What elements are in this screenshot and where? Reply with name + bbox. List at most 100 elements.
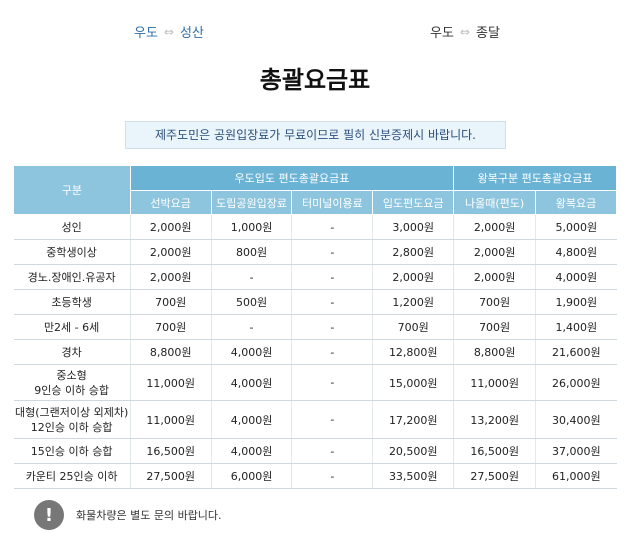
fare-table: 구분 우도입도 편도총괄요금표 왕복구분 편도총괄요금표 선박요금 도립공원입장료… xyxy=(13,165,617,489)
row-label: 초등학생 xyxy=(13,289,131,315)
row-label-line: 중소형 xyxy=(56,368,87,382)
row-label-line: 12인승 이하 승합 xyxy=(30,420,113,434)
fare-cell: 2,000원 xyxy=(130,264,212,290)
fare-cell: 700원 xyxy=(453,314,537,340)
column-header: 도립공원입장료 xyxy=(210,190,293,215)
fare-cell: 4,000원 xyxy=(211,339,293,365)
route-destination: 종달 xyxy=(475,26,500,41)
column-header: 입도편도요금 xyxy=(372,190,455,215)
fare-cell: 2,000원 xyxy=(453,239,537,265)
row-label-line: 만2세 - 6세 xyxy=(43,320,100,334)
column-header: 나올때(편도) xyxy=(453,190,537,215)
fare-cell: - xyxy=(291,463,374,489)
row-label-line: 15인승 이하 승합 xyxy=(30,444,113,458)
fare-cell: - xyxy=(291,214,374,240)
fare-cell: 8,800원 xyxy=(453,339,537,365)
footnote-text: 화물차량은 별도 문의 바랍니다. xyxy=(76,509,222,522)
fare-cell: 8,800원 xyxy=(130,339,212,365)
fare-cell: 16,500원 xyxy=(453,438,537,464)
fare-cell: 2,000원 xyxy=(453,214,537,240)
row-label: 15인승 이하 승합 xyxy=(13,438,131,464)
fare-cell: 700원 xyxy=(372,314,455,340)
fare-cell: 30,400원 xyxy=(535,400,617,439)
fare-cell: 21,600원 xyxy=(535,339,617,365)
fare-cell: - xyxy=(211,264,293,290)
warning-icon: ! xyxy=(34,500,64,530)
row-label: 중소형 9인승 이하 승합 xyxy=(13,364,131,401)
fare-cell: 2,800원 xyxy=(372,239,455,265)
route-udo-jongdal[interactable]: 우도 ⇔ 종달 xyxy=(430,22,500,42)
bidirectional-arrow-icon: ⇔ xyxy=(163,24,174,39)
row-label-line: 성인 xyxy=(61,220,82,234)
route-destination: 성산 xyxy=(179,26,204,41)
fare-cell: - xyxy=(291,264,374,290)
row-label: 중학생이상 xyxy=(13,239,131,265)
fare-cell: 500원 xyxy=(211,289,293,315)
fare-cell: 700원 xyxy=(130,289,212,315)
row-label: 성인 xyxy=(13,214,131,240)
row-label: 경노.장애인.유공자 xyxy=(13,264,131,290)
fare-cell: 12,800원 xyxy=(372,339,455,365)
fare-cell: 4,000원 xyxy=(535,264,617,290)
table-row: 성인 2,000원 1,000원 -3,000원 2,000원 5,000원 xyxy=(13,214,617,240)
route-udo-seongsan[interactable]: 우도 ⇔ 성산 xyxy=(134,22,204,42)
fare-cell: 5,000원 xyxy=(535,214,617,240)
row-label-line: 대형(그랜저이상 외제차) xyxy=(14,405,129,419)
fare-cell: 11,000원 xyxy=(453,364,537,401)
row-label-line: 중학생이상 xyxy=(46,245,97,259)
row-label: 경차 xyxy=(13,339,131,365)
column-header: 터미널이용료 xyxy=(291,190,374,215)
table-row: 경노.장애인.유공자 2,000원 - -2,000원 2,000원 4,000원 xyxy=(13,264,617,290)
table-row: 중학생이상 2,000원 800원 -2,800원 2,000원 4,800원 xyxy=(13,239,617,265)
fare-cell: - xyxy=(291,239,374,265)
fare-cell: - xyxy=(291,339,374,365)
fare-cell: 37,000원 xyxy=(535,438,617,464)
fare-cell: 1,000원 xyxy=(211,214,293,240)
fare-cell: 15,000원 xyxy=(372,364,455,401)
fare-cell: 33,500원 xyxy=(372,463,455,489)
route-origin: 우도 xyxy=(134,26,158,41)
fare-cell: 2,000원 xyxy=(130,214,212,240)
fare-cell: 13,200원 xyxy=(453,400,537,439)
table-row: 카운티 25인승 이하 27,500원 6,000원 -33,500원 27,500원 6… xyxy=(13,463,617,489)
row-label: 대형(그랜저이상 외제차) 12인승 이하 승합 xyxy=(13,400,131,439)
row-label-line: 카운티 25인승 이하 xyxy=(25,469,118,483)
fare-cell: 26,000원 xyxy=(535,364,617,401)
fare-cell: 800원 xyxy=(211,239,293,265)
fare-cell: 11,000원 xyxy=(130,400,212,439)
route-selector: 우도 ⇔ 성산 우도 ⇔ 종달 xyxy=(0,14,630,44)
fare-cell: 6,000원 xyxy=(211,463,293,489)
row-label-line: 경노.장애인.유공자 xyxy=(27,270,116,284)
fare-cell: 16,500원 xyxy=(130,438,212,464)
row-label-line: 초등학생 xyxy=(51,295,92,309)
fare-cell: - xyxy=(211,314,293,340)
fare-cell: 700원 xyxy=(453,289,537,315)
row-label-line: 경차 xyxy=(61,345,82,359)
table-row: 중소형 9인승 이하 승합 11,000원 4,000원 -15,000원 11,000원… xyxy=(13,364,617,401)
fare-cell: - xyxy=(291,314,374,340)
header-group-entry: 우도입도 편도총괄요금표 xyxy=(129,165,455,191)
fare-cell: 1,200원 xyxy=(372,289,455,315)
header-gubun: 구분 xyxy=(13,165,131,215)
fare-cell: - xyxy=(291,400,374,439)
fare-cell: 4,800원 xyxy=(535,239,617,265)
table-row: 대형(그랜저이상 외제차) 12인승 이하 승합 11,000원 4,000원 -17,… xyxy=(13,400,617,439)
column-header: 선박요금 xyxy=(129,190,212,215)
table-row: 만2세 - 6세 700원 - -700원 700원 1,400원 xyxy=(13,314,617,340)
fare-cell: 27,500원 xyxy=(453,463,537,489)
footnote: ! 화물차량은 별도 문의 바랍니다. xyxy=(34,500,222,530)
fare-cell: 3,000원 xyxy=(372,214,455,240)
fare-cell: 1,400원 xyxy=(535,314,617,340)
table-row: 경차 8,800원 4,000원 -12,800원 8,800원 21,600원 xyxy=(13,339,617,365)
fare-cell: 1,900원 xyxy=(535,289,617,315)
table-row: 15인승 이하 승합 16,500원 4,000원 -20,500원 16,500원 37… xyxy=(13,438,617,464)
fare-cell: 17,200원 xyxy=(372,400,455,439)
fare-cell: 2,000원 xyxy=(372,264,455,290)
row-label: 만2세 - 6세 xyxy=(13,314,131,340)
row-label: 카운티 25인승 이하 xyxy=(13,463,131,489)
fare-cell: 700원 xyxy=(130,314,212,340)
fare-cell: 27,500원 xyxy=(130,463,212,489)
route-origin: 우도 xyxy=(430,26,454,41)
fare-cell: 11,000원 xyxy=(130,364,212,401)
fare-cell: 4,000원 xyxy=(211,400,293,439)
